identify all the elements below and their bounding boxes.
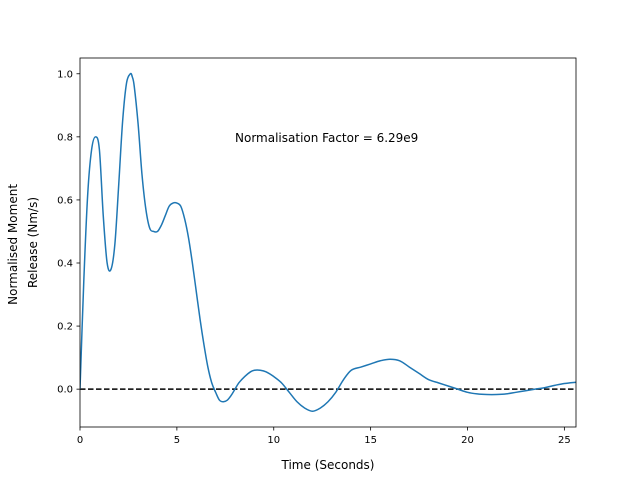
y-tick-label: 0.0 xyxy=(57,385,73,396)
y-tick-label: 0.4 xyxy=(57,259,73,270)
y-axis-label-line-1: Normalised Moment xyxy=(6,184,20,305)
y-tick-label: 0.6 xyxy=(57,195,73,206)
x-axis-label: Time (Seconds) xyxy=(281,458,375,472)
x-tick-label: 20 xyxy=(461,435,474,446)
y-tick-label: 0.2 xyxy=(57,322,73,333)
x-tick-label: 5 xyxy=(174,435,180,446)
x-tick-label: 0 xyxy=(77,435,83,446)
moment-release-series-line xyxy=(80,72,576,412)
y-axis-label: Normalised Moment Release (Nm/s) xyxy=(6,180,40,305)
x-tick-label: 25 xyxy=(558,435,571,446)
y-tick-label: 0.8 xyxy=(57,132,73,143)
x-tick-label: 15 xyxy=(364,435,377,446)
y-axis-label-line-2: Release (Nm/s) xyxy=(26,197,40,288)
plot-area-frame xyxy=(79,57,577,428)
y-tick-label: 1.0 xyxy=(57,69,73,80)
normalisation-factor-annotation: Normalisation Factor = 6.29e9 xyxy=(235,131,418,145)
x-tick-label: 10 xyxy=(267,435,280,446)
